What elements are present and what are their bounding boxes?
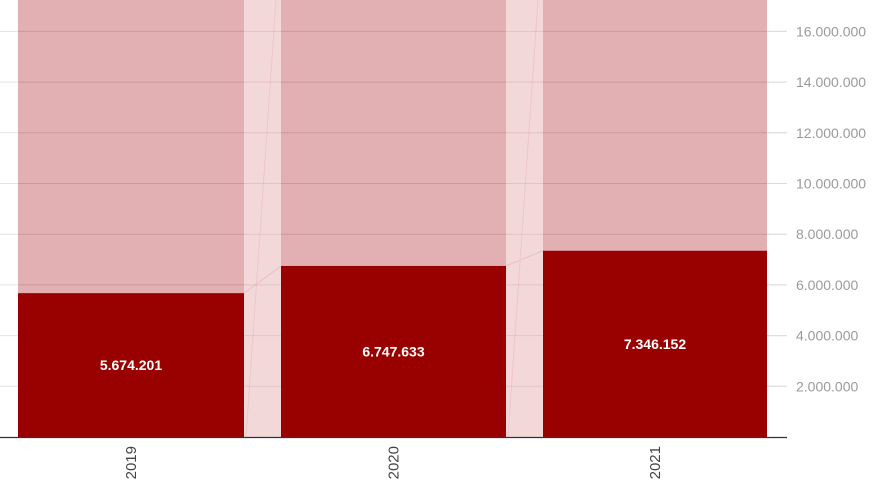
y-tick-label: 16.000.000: [796, 23, 866, 39]
y-tick-label: 6.000.000: [796, 277, 858, 293]
y-tick-label: 2.000.000: [796, 378, 858, 394]
data-label-2020: 6.747.633: [362, 343, 424, 359]
data-label-2021: 7.346.152: [624, 336, 686, 352]
x-tick-label-2021: 2021: [647, 446, 664, 479]
data-label-2019: 5.674.201: [100, 357, 162, 373]
y-tick-label: 14.000.000: [796, 74, 866, 90]
y-tick-label: 4.000.000: [796, 328, 858, 344]
data-labels: 5.674.201 6.747.633 7.346.152: [100, 336, 686, 373]
x-axis: 2019 2020 2021: [0, 436, 787, 479]
y-tick-label: 8.000.000: [796, 226, 858, 242]
connector-line: [243, 265, 282, 294]
connector-diagonal: [245, 0, 277, 438]
x-tick-label-2019: 2019: [123, 446, 140, 479]
y-axis: 2.000.000 4.000.000 6.000.000 8.000.000 10.0…: [796, 23, 866, 394]
connector-band: [244, 0, 281, 437]
value-bars: [18, 250, 767, 437]
bar-2021[interactable]: [543, 250, 767, 437]
connector-diagonal: [507, 0, 539, 438]
bar-2019[interactable]: [18, 293, 244, 437]
x-tick-label-2020: 2020: [386, 446, 403, 479]
y-tick-label: 12.000.000: [796, 125, 866, 141]
connector-band: [506, 0, 543, 437]
y-tick-label: 10.000.000: [796, 176, 866, 192]
connector-line: [505, 250, 544, 267]
bar-connectors: [243, 0, 544, 438]
bar-2020[interactable]: [281, 265, 506, 437]
